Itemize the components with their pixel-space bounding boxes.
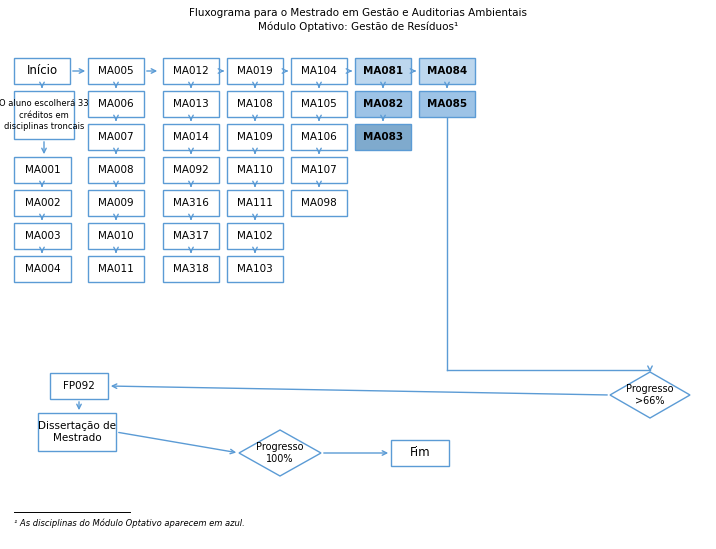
FancyBboxPatch shape xyxy=(14,91,74,139)
FancyBboxPatch shape xyxy=(88,223,144,249)
FancyBboxPatch shape xyxy=(163,223,219,249)
FancyBboxPatch shape xyxy=(355,58,411,84)
Text: MA005: MA005 xyxy=(98,66,134,76)
Text: MA001: MA001 xyxy=(24,165,60,175)
Text: MA002: MA002 xyxy=(24,198,60,208)
Text: MA006: MA006 xyxy=(98,99,134,109)
Text: MA013: MA013 xyxy=(173,99,209,109)
Text: Progresso
>66%: Progresso >66% xyxy=(626,384,674,406)
Text: MA012: MA012 xyxy=(173,66,209,76)
Text: MA104: MA104 xyxy=(301,66,337,76)
Text: Início: Início xyxy=(26,64,57,77)
Text: MA008: MA008 xyxy=(98,165,134,175)
FancyBboxPatch shape xyxy=(163,190,219,216)
FancyBboxPatch shape xyxy=(14,256,71,282)
FancyBboxPatch shape xyxy=(163,91,219,117)
Text: Dissertação de
Mestrado: Dissertação de Mestrado xyxy=(38,421,116,443)
FancyBboxPatch shape xyxy=(50,373,108,399)
FancyBboxPatch shape xyxy=(163,256,219,282)
Text: MA083: MA083 xyxy=(363,132,403,142)
Text: MA103: MA103 xyxy=(237,264,273,274)
FancyBboxPatch shape xyxy=(163,58,219,84)
FancyBboxPatch shape xyxy=(391,440,449,466)
Text: MA019: MA019 xyxy=(237,66,273,76)
Text: MA014: MA014 xyxy=(173,132,209,142)
Text: MA010: MA010 xyxy=(98,231,134,241)
FancyBboxPatch shape xyxy=(291,124,347,150)
FancyBboxPatch shape xyxy=(14,58,70,84)
Text: MA102: MA102 xyxy=(237,231,273,241)
Text: MA004: MA004 xyxy=(24,264,60,274)
Text: MA085: MA085 xyxy=(427,99,467,109)
FancyBboxPatch shape xyxy=(163,124,219,150)
FancyBboxPatch shape xyxy=(88,157,144,183)
Text: MA107: MA107 xyxy=(301,165,337,175)
FancyBboxPatch shape xyxy=(419,58,475,84)
FancyBboxPatch shape xyxy=(88,91,144,117)
FancyBboxPatch shape xyxy=(163,157,219,183)
FancyBboxPatch shape xyxy=(291,58,347,84)
Text: MA009: MA009 xyxy=(98,198,134,208)
FancyBboxPatch shape xyxy=(419,91,475,117)
Text: MA011: MA011 xyxy=(98,264,134,274)
Text: MA003: MA003 xyxy=(24,231,60,241)
Text: MA110: MA110 xyxy=(237,165,273,175)
Polygon shape xyxy=(610,372,690,418)
Text: O aluno escolherá 33
créditos em
disciplinas troncais: O aluno escolherá 33 créditos em discipl… xyxy=(0,99,89,131)
FancyBboxPatch shape xyxy=(227,223,283,249)
Text: MA081: MA081 xyxy=(363,66,403,76)
FancyBboxPatch shape xyxy=(88,256,144,282)
Text: MA007: MA007 xyxy=(98,132,134,142)
FancyBboxPatch shape xyxy=(355,91,411,117)
FancyBboxPatch shape xyxy=(291,190,347,216)
Text: MA108: MA108 xyxy=(237,99,273,109)
Text: MA106: MA106 xyxy=(301,132,337,142)
FancyBboxPatch shape xyxy=(88,190,144,216)
FancyBboxPatch shape xyxy=(14,223,71,249)
Text: Módulo Optativo: Gestão de Resíduos¹: Módulo Optativo: Gestão de Resíduos¹ xyxy=(258,22,458,32)
Text: MA318: MA318 xyxy=(173,264,209,274)
FancyBboxPatch shape xyxy=(227,58,283,84)
Text: MA317: MA317 xyxy=(173,231,209,241)
FancyBboxPatch shape xyxy=(14,157,71,183)
Polygon shape xyxy=(239,430,321,476)
Text: MA082: MA082 xyxy=(363,99,403,109)
FancyBboxPatch shape xyxy=(88,124,144,150)
Text: MA109: MA109 xyxy=(237,132,273,142)
FancyBboxPatch shape xyxy=(227,190,283,216)
FancyBboxPatch shape xyxy=(227,91,283,117)
FancyBboxPatch shape xyxy=(227,157,283,183)
Text: MA105: MA105 xyxy=(301,99,337,109)
FancyBboxPatch shape xyxy=(355,124,411,150)
Text: Fim: Fim xyxy=(410,446,430,460)
FancyBboxPatch shape xyxy=(291,157,347,183)
Text: Fluxograma para o Mestrado em Gestão e Auditorias Ambientais: Fluxograma para o Mestrado em Gestão e A… xyxy=(189,8,527,18)
Text: MA111: MA111 xyxy=(237,198,273,208)
FancyBboxPatch shape xyxy=(88,58,144,84)
Text: MA084: MA084 xyxy=(427,66,467,76)
FancyBboxPatch shape xyxy=(38,413,116,451)
Text: MA316: MA316 xyxy=(173,198,209,208)
Text: Progresso
100%: Progresso 100% xyxy=(256,442,304,464)
FancyBboxPatch shape xyxy=(227,124,283,150)
Text: ¹ As disciplinas do Módulo Optativo aparecem em azul.: ¹ As disciplinas do Módulo Optativo apar… xyxy=(14,518,245,528)
Text: MA098: MA098 xyxy=(301,198,337,208)
FancyBboxPatch shape xyxy=(227,256,283,282)
Text: MA092: MA092 xyxy=(173,165,209,175)
Text: FP092: FP092 xyxy=(63,381,95,391)
FancyBboxPatch shape xyxy=(14,190,71,216)
FancyBboxPatch shape xyxy=(291,91,347,117)
